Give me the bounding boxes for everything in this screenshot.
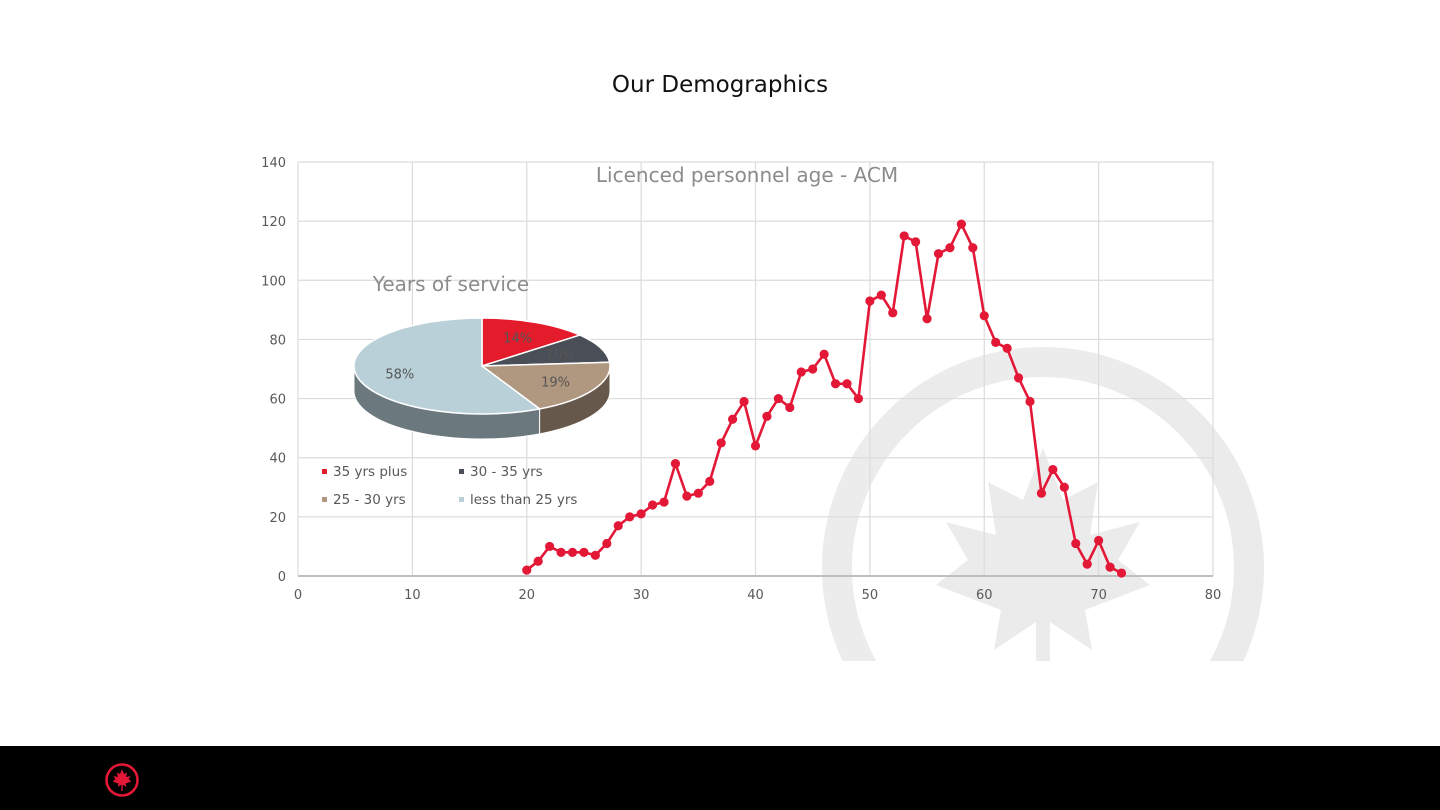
data-point [556, 547, 566, 557]
data-point [956, 219, 966, 229]
data-point [899, 231, 909, 241]
data-point [693, 488, 703, 498]
y-tick-label: 100 [261, 274, 286, 289]
data-point [636, 509, 646, 519]
line-chart-title: Licenced personnel age - ACM [596, 163, 898, 187]
data-point [785, 402, 795, 413]
data-point [1116, 568, 1127, 578]
legend-label: 30 - 35 yrs [470, 464, 543, 480]
y-tick-label: 80 [269, 333, 286, 348]
legend-swatch [322, 497, 327, 502]
data-point [1071, 538, 1081, 549]
pie-slice [481, 317, 583, 368]
legend-label: 35 yrs plus [333, 464, 407, 480]
data-point [808, 364, 818, 374]
legend-label: 25 - 30 yrs [333, 492, 406, 508]
pie-slice [353, 317, 542, 415]
data-point [888, 308, 898, 318]
data-point [922, 314, 932, 324]
data-point [1082, 559, 1092, 569]
data-point [533, 556, 543, 566]
data-point [1013, 373, 1024, 383]
pie-slice-label: 10% [546, 348, 575, 363]
data-point [1094, 535, 1104, 546]
data-point [682, 491, 692, 501]
data-point [911, 237, 921, 247]
legend-swatch [459, 497, 464, 502]
y-tick-label: 0 [278, 570, 286, 585]
data-point [830, 379, 841, 389]
data-point [991, 337, 1001, 347]
data-point [945, 243, 955, 253]
data-point [567, 547, 578, 557]
data-point [522, 565, 532, 575]
x-tick-label: 0 [294, 588, 302, 603]
data-point [773, 393, 783, 404]
data-point [602, 538, 612, 549]
data-point [1105, 562, 1115, 572]
data-point [590, 550, 600, 560]
data-point [545, 541, 555, 552]
data-point [1002, 343, 1012, 353]
x-tick-label: 30 [633, 588, 650, 603]
legend-swatch [322, 469, 327, 474]
x-tick-label: 20 [518, 588, 535, 603]
x-tick-label: 70 [1090, 588, 1107, 603]
data-point [876, 290, 886, 300]
data-point [842, 379, 852, 389]
data-point [659, 497, 669, 507]
data-point [819, 349, 829, 359]
data-point [728, 414, 738, 424]
y-tick-label: 120 [261, 215, 286, 230]
pie-slice-label: 14% [503, 331, 532, 346]
pie-slice [479, 361, 611, 410]
data-point [979, 311, 989, 321]
y-tick-label: 40 [269, 452, 286, 467]
legend-label: less than 25 yrs [470, 492, 577, 508]
data-point [647, 500, 658, 510]
data-point [625, 512, 635, 522]
y-tick-label: 60 [269, 393, 286, 408]
x-tick-label: 50 [862, 588, 879, 603]
pie-slice-label: 19% [541, 376, 570, 391]
age-chart: 0 20 40 60 80 100 120 140 0 10 20 30 40 50 60 70 80 Lice… [261, 156, 1264, 746]
data-point [613, 521, 623, 531]
data-point [968, 243, 978, 253]
data-point [579, 547, 589, 557]
data-point [762, 411, 772, 421]
watermark-logo [822, 347, 1264, 746]
data-point [670, 459, 681, 469]
data-point [1036, 488, 1047, 498]
data-point [796, 367, 806, 377]
pie-slice-label: 58% [385, 367, 414, 382]
data-point [705, 476, 715, 486]
data-point [1048, 464, 1058, 475]
maple-leaf-logo-icon [105, 763, 139, 797]
x-tick-label: 10 [404, 588, 421, 603]
pie-chart-title: Years of service [372, 272, 529, 296]
legend-swatch [459, 469, 464, 474]
data-point [853, 393, 864, 404]
data-point [1025, 396, 1035, 407]
data-point [739, 396, 749, 407]
data-point [1059, 482, 1069, 492]
data-point [716, 438, 726, 448]
slide-title: Our Demographics [611, 72, 829, 98]
x-tick-label: 80 [1205, 588, 1222, 603]
y-tick-label: 20 [269, 511, 286, 526]
data-point [750, 441, 761, 451]
footer-bar [0, 746, 1440, 810]
x-tick-label: 40 [747, 588, 764, 603]
data-point [865, 296, 875, 306]
y-tick-label: 140 [261, 156, 286, 171]
x-tick-label: 60 [976, 588, 993, 603]
data-point [933, 249, 944, 259]
